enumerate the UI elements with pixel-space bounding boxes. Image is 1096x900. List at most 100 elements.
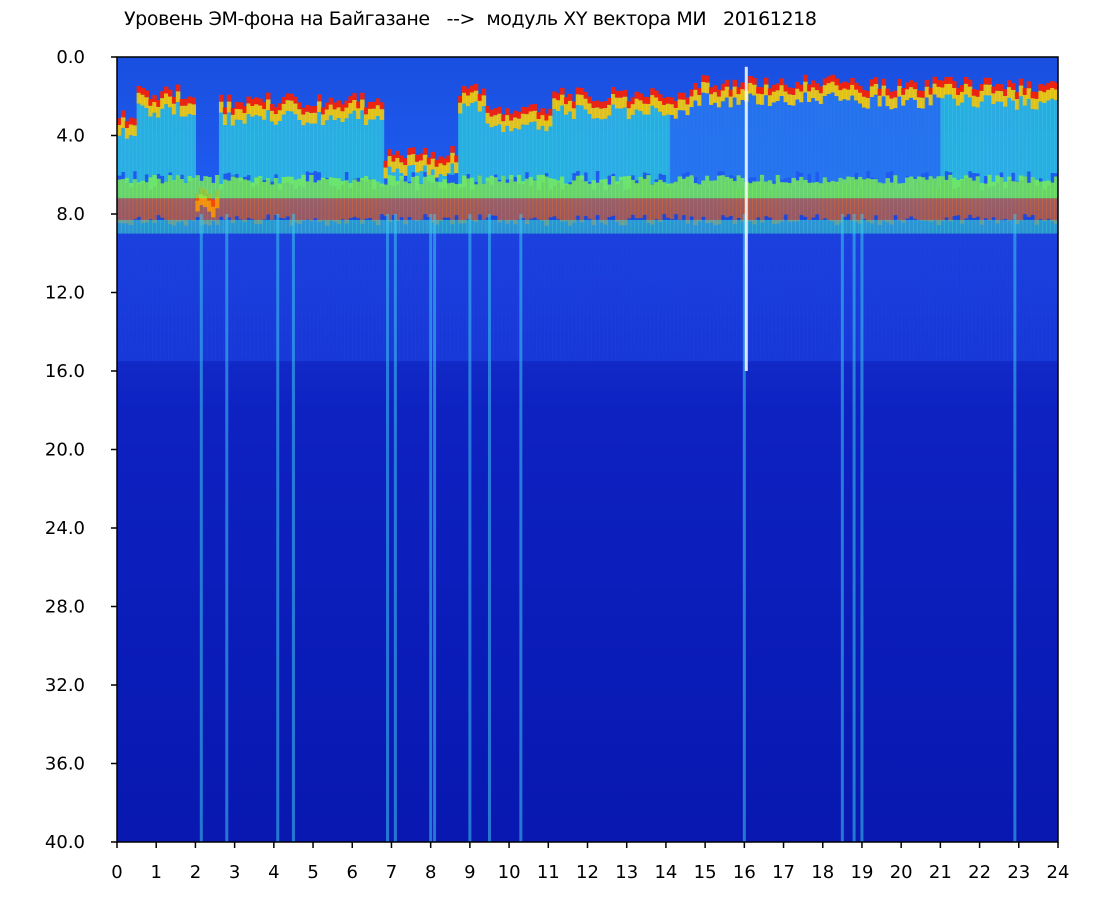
heatmap-cell [426,175,432,199]
heatmap-streak [860,214,864,842]
heatmap-cell [752,233,757,362]
heatmap-cell [171,114,177,182]
heatmap-cell [360,233,365,362]
heatmap-cell [536,219,542,234]
heatmap-cell [513,198,518,225]
heatmap-cell [905,233,910,362]
heatmap-cell [505,125,510,180]
heatmap-cell [685,219,691,234]
heatmap-cell [187,198,193,220]
heatmap-cell [810,87,816,99]
heatmap-cell [352,233,357,362]
heatmap-cell [732,181,738,199]
heatmap-cell [434,219,440,234]
heatmap-cell [258,176,263,199]
heatmap-streak [744,66,748,371]
heatmap-cell [830,198,836,222]
heatmap-cell [332,198,338,222]
heatmap-cell [1010,198,1016,220]
heatmap-cell [242,179,247,199]
heatmap-cell [364,233,369,362]
heatmap-cell [516,174,522,199]
heatmap-cell [689,233,694,362]
heatmap-cell [771,198,777,224]
heatmap-cell [665,103,671,115]
heatmap-cell [313,219,318,234]
heatmap-cell [771,183,777,199]
heatmap-cell [269,233,275,362]
heatmap-cell [916,233,922,362]
heatmap-cell [516,111,522,119]
chart-title: Уровень ЭМ-фона на Байгазане --> модуль … [124,8,817,30]
heatmap-cell [889,91,894,99]
heatmap-cell [842,81,847,89]
heatmap-cell [944,77,949,84]
heatmap-cell [916,108,922,182]
heatmap-cell [959,178,965,199]
heatmap-cell [783,233,789,362]
heatmap-cell [297,219,302,234]
heatmap-cell [540,125,545,183]
heatmap-cell [234,119,240,174]
heatmap-cell [795,198,800,222]
heatmap-cell [634,198,640,219]
heatmap-cell [807,84,812,92]
heatmap-cell [693,89,698,101]
heatmap-cell [567,100,573,112]
heatmap-cell [1046,89,1051,101]
heatmap-cell [948,94,953,173]
heatmap-cell [654,233,659,362]
heatmap-cell [873,179,879,199]
heatmap-cell [834,181,840,199]
heatmap-cell [520,233,526,362]
heatmap-cell [716,175,722,199]
heatmap-streak [840,214,844,842]
heatmap-cell [395,233,400,362]
heatmap-cell [712,92,718,103]
heatmap-cell [532,219,538,234]
heatmap-cell [438,163,444,175]
heatmap-cell [775,219,781,234]
heatmap-cell [787,87,792,95]
heatmap-cell [450,198,455,225]
heatmap-cell [728,233,734,362]
heatmap-cell [959,198,965,224]
heatmap-cell [646,103,651,115]
heatmap-cell [665,198,671,218]
heatmap-cell [262,198,267,220]
heatmap-cell [634,183,640,199]
heatmap-cell [563,97,569,105]
heatmap-cell [995,233,1000,362]
heatmap-cell [622,96,628,108]
heatmap-cell [979,198,985,225]
heatmap-cell [775,83,781,91]
heatmap-cell [132,198,138,220]
heatmap-cell [959,219,965,234]
heatmap-cell [838,177,843,199]
heatmap-cell [481,106,487,184]
heatmap-cell [775,101,781,188]
heatmap-cell [148,177,153,199]
heatmap-cell [387,233,393,362]
heatmap-cell [544,219,549,234]
heatmap-cell [1046,100,1051,186]
heatmap-cell [516,219,522,234]
heatmap-cell [309,123,314,173]
heatmap-cell [442,158,447,166]
heatmap-cell [712,233,718,362]
heatmap-cell [152,198,157,223]
heatmap-cell [324,109,330,121]
heatmap-cell [924,179,930,199]
heatmap-cell [124,198,130,224]
heatmap-cell [626,219,632,234]
heatmap-cell [411,147,416,155]
heatmap-streak [742,214,746,842]
heatmap-cell [614,219,620,234]
heatmap-cell [626,175,632,199]
heatmap-cell [1018,78,1024,86]
heatmap-cell [712,219,718,234]
heatmap-cell [720,175,726,199]
heatmap-cell [654,108,659,180]
heatmap-cell [136,182,142,199]
heatmap-cell [344,219,349,234]
